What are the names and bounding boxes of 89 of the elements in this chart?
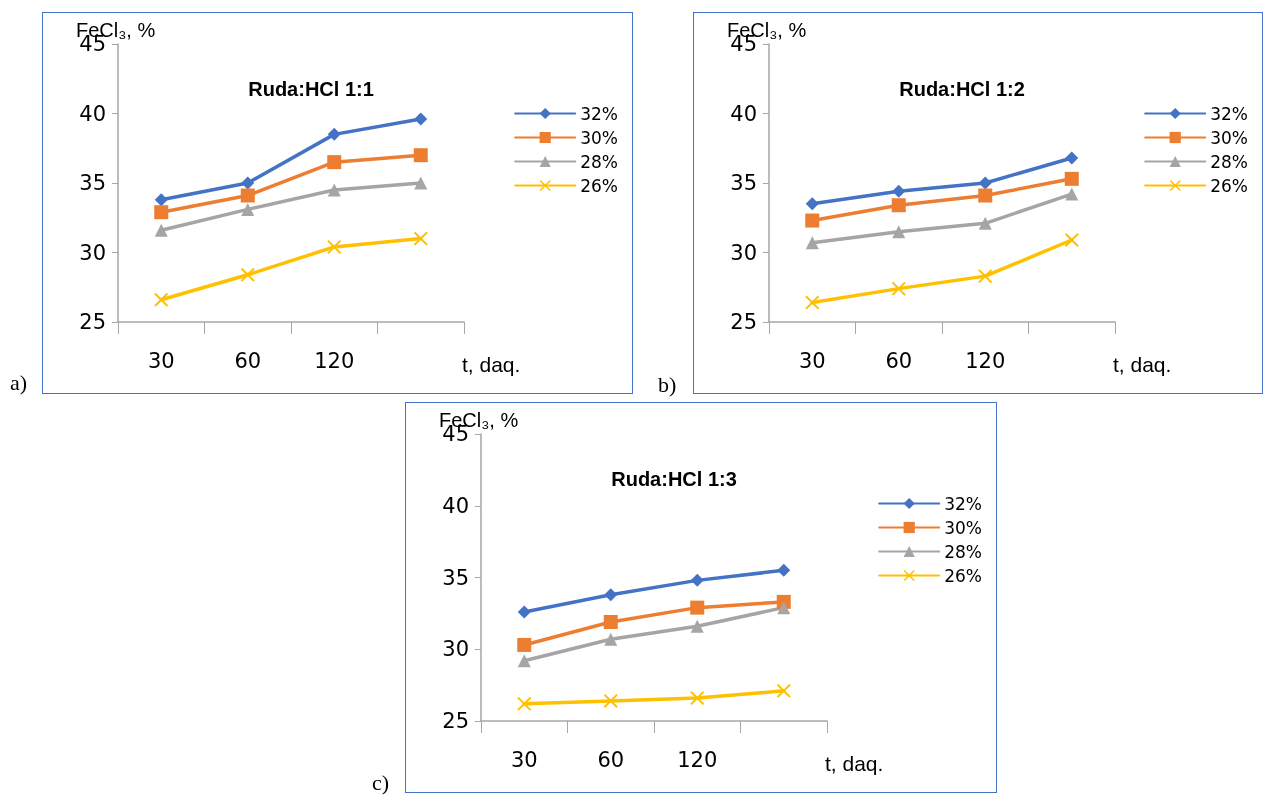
- x-tick-label: 30: [147, 348, 175, 373]
- legend-label: 30%: [944, 517, 983, 538]
- y-tick-label: 30: [730, 240, 757, 265]
- point: [690, 691, 705, 706]
- point: [805, 197, 819, 211]
- point: [777, 601, 791, 615]
- legend-label: 26%: [944, 565, 983, 586]
- point: [805, 213, 820, 228]
- legend-label: 32%: [580, 103, 619, 124]
- point: [604, 632, 618, 646]
- point: [413, 231, 428, 246]
- point: [414, 112, 428, 126]
- legend-label: 30%: [1210, 127, 1249, 148]
- text: b): [658, 372, 677, 398]
- point: [240, 188, 255, 203]
- x-tick-label: 30: [510, 747, 538, 772]
- point: [978, 269, 993, 284]
- legend-label: 28%: [1210, 151, 1249, 172]
- point: [327, 239, 342, 254]
- text: Ruda:HCl 1:1: [248, 78, 374, 100]
- point: [978, 216, 992, 230]
- text: c): [372, 770, 390, 796]
- x-axis-title: t, daq.: [825, 752, 884, 775]
- y-tick-label: 40: [730, 101, 757, 126]
- text: Ruda:HCl 1:3: [611, 468, 737, 490]
- point: [413, 148, 428, 163]
- y-tick-label: 25: [79, 310, 106, 334]
- y-tick-label: 25: [442, 709, 469, 733]
- point: [154, 292, 169, 307]
- point: [690, 573, 704, 587]
- point: [891, 281, 906, 296]
- point: [517, 654, 531, 668]
- legend-label: 30%: [580, 127, 619, 148]
- point: [1065, 187, 1079, 201]
- point: [1065, 151, 1079, 165]
- point: [604, 588, 618, 602]
- y-tick-label: 35: [730, 171, 757, 195]
- point: [805, 236, 819, 250]
- point: [241, 176, 255, 190]
- point: [776, 683, 791, 698]
- point: [414, 176, 428, 190]
- x-tick-label: 120: [677, 747, 718, 772]
- point: [777, 563, 791, 577]
- point: [517, 605, 531, 619]
- y-tick-label: 35: [442, 565, 469, 590]
- point: [1064, 232, 1079, 247]
- point: [978, 188, 993, 203]
- point: [892, 225, 906, 239]
- y-tick-label: 25: [730, 310, 757, 334]
- point: [327, 127, 341, 141]
- point: [327, 155, 342, 170]
- x-tick-label: 60: [597, 747, 625, 772]
- text: Ruda:HCl 1:2: [899, 78, 1025, 100]
- y-tick-label: 40: [79, 101, 106, 126]
- legend-label: 28%: [944, 541, 983, 562]
- point: [603, 693, 618, 708]
- point: [517, 696, 532, 711]
- point: [891, 198, 906, 213]
- x-axis-title: t, daq.: [1113, 353, 1172, 376]
- y-tick-label: 35: [79, 171, 106, 195]
- text: a): [10, 370, 28, 396]
- legend-label: 32%: [1210, 103, 1249, 124]
- point: [690, 600, 705, 615]
- y-tick-label: 30: [442, 637, 469, 662]
- y-tick-label: 40: [442, 493, 469, 518]
- point: [241, 202, 255, 216]
- y-tick-label: 30: [79, 240, 106, 265]
- point: [154, 223, 168, 237]
- legend-label: 26%: [1210, 175, 1249, 196]
- point: [517, 637, 532, 652]
- point: [603, 614, 618, 629]
- legend-label: 32%: [944, 493, 983, 514]
- point: [240, 267, 255, 282]
- point: [978, 176, 992, 190]
- point: [154, 205, 169, 220]
- x-tick-label: 120: [314, 348, 355, 373]
- point: [327, 183, 341, 197]
- x-tick-label: 60: [885, 348, 913, 373]
- point: [690, 619, 704, 633]
- x-tick-label: 30: [798, 348, 826, 373]
- point: [892, 184, 906, 198]
- point: [805, 295, 820, 310]
- point: [154, 193, 168, 207]
- x-axis-title: t, daq.: [462, 353, 521, 376]
- legend-label: 28%: [580, 151, 619, 172]
- x-tick-label: 60: [234, 348, 262, 373]
- point: [1064, 171, 1079, 186]
- legend-label: 26%: [580, 175, 619, 196]
- x-tick-label: 120: [965, 348, 1006, 373]
